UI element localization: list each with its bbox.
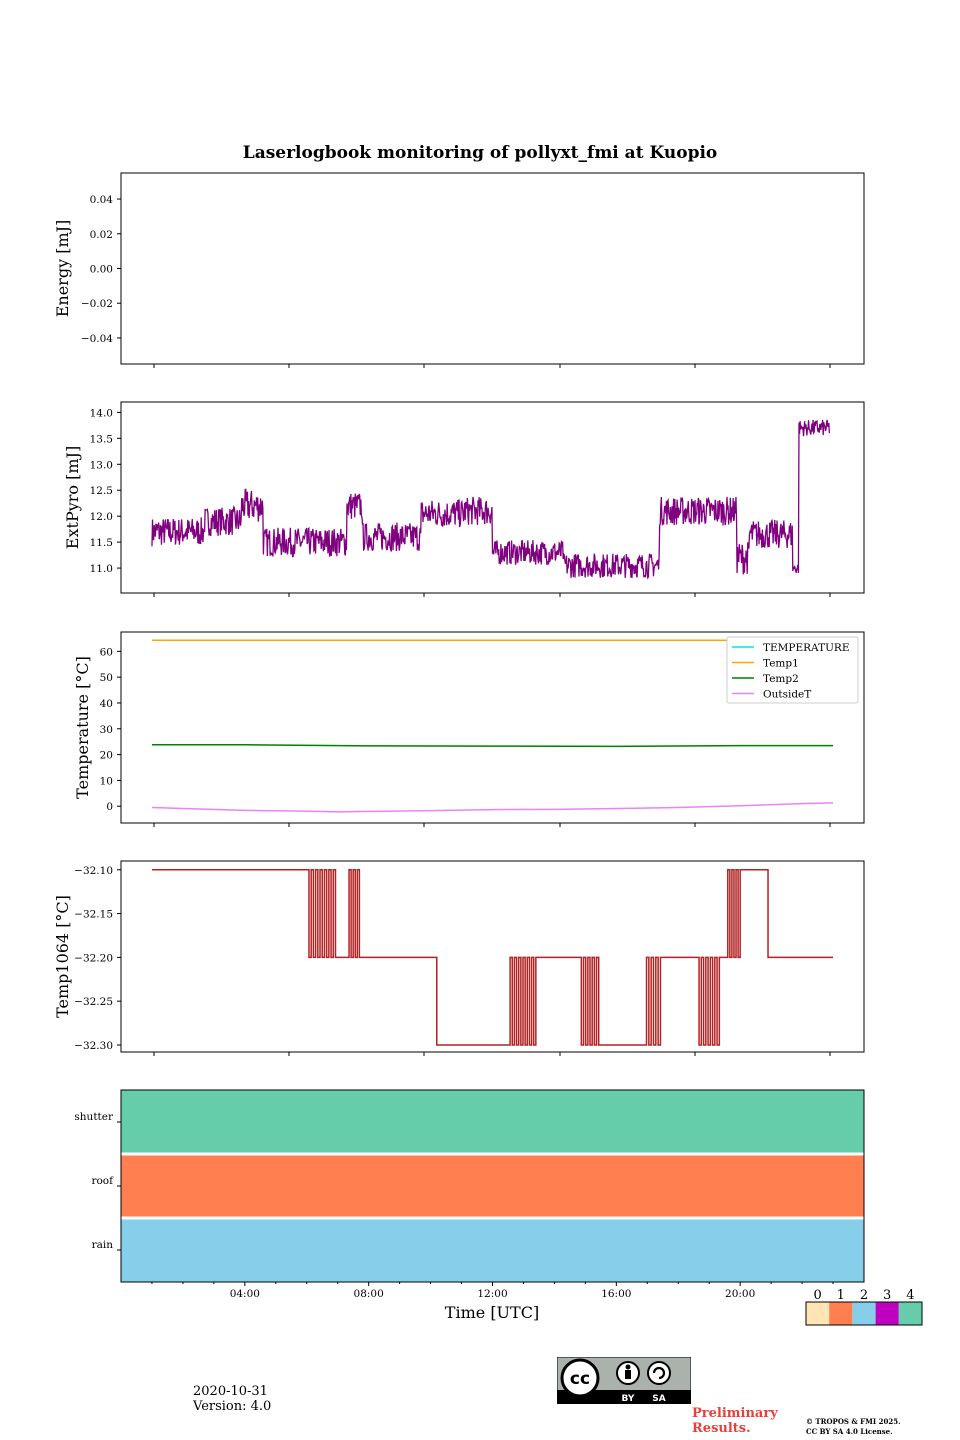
extpyro-line xyxy=(151,419,831,580)
y-tick-label: 10 xyxy=(100,775,113,787)
temp1064-line xyxy=(151,869,834,1046)
y-tick-label: −0.02 xyxy=(81,298,113,310)
cc-license-badge: cc BY SA xyxy=(557,1357,691,1404)
colorbar-cell-1 xyxy=(829,1302,853,1325)
y-tick-label: 60 xyxy=(100,646,113,658)
x-tick-label: 04:00 xyxy=(230,1288,260,1300)
copyright-note: © TROPOS & FMI 2025. CC BY SA 4.0 Licens… xyxy=(806,1417,901,1437)
legend-label-temp2: Temp2 xyxy=(763,673,799,685)
panel-temp1064: −32.10 −32.15 −32.20 −32.25 −32.30 Temp1064 [… xyxy=(53,860,865,1056)
y-tick-label: 0.02 xyxy=(90,229,113,241)
colorbar-tick-label: 4 xyxy=(906,1288,914,1303)
y-tick-label: 11.5 xyxy=(90,537,113,549)
y-axis-label: ExtPyro [mJ] xyxy=(63,446,82,549)
y-tick-label: −0.04 xyxy=(81,333,113,345)
legend-frame xyxy=(726,636,859,704)
y-tick-label: 0.00 xyxy=(90,264,113,276)
x-tick-label: 20:00 xyxy=(725,1288,755,1300)
y-tick-label: 0.04 xyxy=(90,194,114,206)
x-tick-label: 08:00 xyxy=(354,1288,384,1300)
copyright-line-2: CC BY SA 4.0 License. xyxy=(806,1427,893,1436)
colorbar-tick-label: 3 xyxy=(883,1288,891,1303)
status-row-label: roof xyxy=(91,1175,114,1187)
preliminary-line-1: Preliminary xyxy=(692,1406,778,1421)
license-by-label: BY xyxy=(622,1394,635,1404)
y-axis-label: Energy [mJ] xyxy=(53,220,72,318)
y-tick-label: 13.5 xyxy=(90,433,113,445)
y-tick-label: −32.30 xyxy=(74,1040,113,1052)
y-tick-label: 13.0 xyxy=(90,459,113,471)
y-tick-label: −32.10 xyxy=(74,865,113,877)
y-tick-label: 14.0 xyxy=(90,407,113,419)
y-tick-label: 50 xyxy=(100,672,113,684)
y-axis-label: Temp1064 [°C] xyxy=(53,895,72,1018)
x-tick-label: 12:00 xyxy=(477,1288,507,1300)
preliminary-note: Preliminary Results. xyxy=(692,1406,778,1436)
panel-frame xyxy=(120,1089,865,1283)
colorbar-tick-label: 1 xyxy=(837,1288,845,1303)
panel-extpyro: 14.0 13.5 13.0 12.5 12.0 11.5 11.0 ExtPyro [mJ] xyxy=(63,401,865,597)
y-tick-label: 0 xyxy=(106,801,113,813)
status-row-label: shutter xyxy=(74,1111,114,1123)
series-line-outsidet xyxy=(151,802,834,813)
legend-label-temp1: Temp1 xyxy=(763,658,799,670)
status-row-shutter xyxy=(121,1090,864,1154)
series-line-temp2 xyxy=(151,744,834,748)
svg-text:cc: cc xyxy=(570,1369,590,1389)
x-tick-label: 16:00 xyxy=(601,1288,631,1300)
x-axis-label: Time [UTC] xyxy=(445,1303,539,1322)
colorbar-cell-0 xyxy=(806,1302,830,1325)
y-tick-label: 40 xyxy=(100,698,113,710)
panel-frame xyxy=(120,172,865,365)
sa-icon xyxy=(647,1361,671,1385)
y-tick-label: 11.0 xyxy=(90,563,113,575)
colorbar-cell-2 xyxy=(852,1302,876,1325)
y-axis-label: Temperature [°C] xyxy=(73,656,92,799)
colorbar-cell-3 xyxy=(875,1302,899,1325)
status-row-roof xyxy=(121,1154,864,1218)
panel-energy: 0.04 0.02 0.00 −0.02 −0.04 Energy [mJ] xyxy=(53,172,865,368)
date-text: 2020-10-31 xyxy=(193,1384,268,1399)
panel-temperature: 60 50 40 30 20 10 0 Temperature [°C] TEMPERATURE… xyxy=(73,631,865,827)
legend-label-temperature: TEMPERATURE xyxy=(763,642,850,654)
status-row-label: rain xyxy=(92,1239,114,1251)
y-tick-label: 12.5 xyxy=(90,485,113,497)
legend: TEMPERATURE Temp1 Temp2 OutsideT xyxy=(726,636,859,704)
legend-label-outsidet: OutsideT xyxy=(763,689,811,701)
status-row-rain xyxy=(121,1218,864,1282)
y-tick-label: −32.25 xyxy=(74,996,113,1008)
colorbar-frame xyxy=(805,1301,923,1326)
panel-status: shutter roof rain 04:00 08:00 12:00 16:00 20:00 xyxy=(74,1089,865,1300)
chart-title: Laserlogbook monitoring of pollyxt_fmi a… xyxy=(243,143,718,163)
y-tick-label: −32.15 xyxy=(74,909,113,921)
y-tick-label: 12.0 xyxy=(90,511,113,523)
footer-date-version: 2020-10-31 Version: 4.0 xyxy=(193,1384,271,1414)
colorbar-cell-4 xyxy=(898,1302,922,1325)
preliminary-line-2: Results. xyxy=(692,1421,751,1436)
license-sa-label: SA xyxy=(652,1394,665,1404)
copyright-line-1: © TROPOS & FMI 2025. xyxy=(806,1417,901,1426)
y-tick-label: 20 xyxy=(100,750,113,762)
colorbar-tick-label: 0 xyxy=(813,1288,821,1303)
panel-frame xyxy=(120,401,865,594)
version-text: Version: 4.0 xyxy=(193,1399,272,1414)
y-tick-label: −32.20 xyxy=(74,952,113,964)
colorbar-tick-label: 2 xyxy=(860,1288,868,1303)
panel-frame xyxy=(120,860,865,1053)
y-tick-label: 30 xyxy=(100,724,113,736)
